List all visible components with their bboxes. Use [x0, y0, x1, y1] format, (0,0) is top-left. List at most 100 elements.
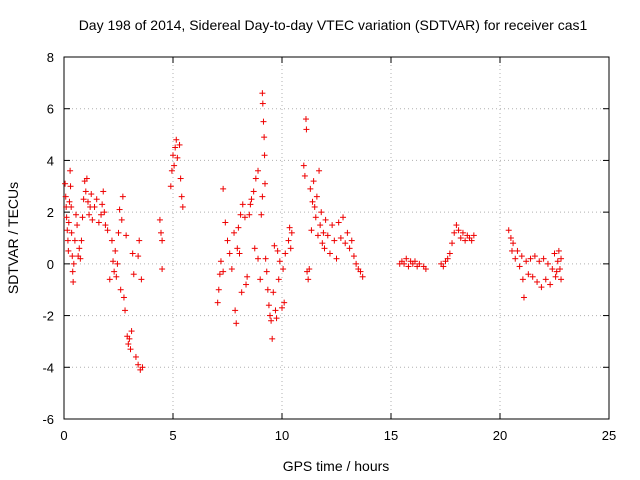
data-point — [558, 255, 565, 262]
data-point — [224, 237, 231, 244]
data-point — [259, 90, 266, 97]
data-point — [232, 307, 239, 314]
data-point — [69, 253, 76, 260]
data-point — [551, 250, 558, 257]
data-point — [79, 214, 86, 221]
data-point — [542, 276, 549, 283]
data-point — [171, 162, 178, 169]
data-point — [525, 271, 532, 278]
x-axis: 0 5 10 15 20 25 — [60, 57, 616, 443]
data-point — [111, 268, 118, 275]
data-point — [549, 266, 556, 273]
data-point — [106, 276, 113, 283]
data-point — [72, 211, 79, 218]
data-point — [267, 312, 274, 319]
data-point — [216, 271, 223, 278]
data-point — [174, 154, 181, 161]
data-point — [239, 201, 246, 208]
data-point — [244, 273, 251, 280]
data-point — [275, 276, 282, 283]
data-point — [405, 263, 412, 270]
data-point — [168, 167, 175, 174]
data-point — [127, 346, 134, 353]
data-point — [238, 289, 245, 296]
data-point — [359, 273, 366, 280]
data-point — [251, 245, 258, 252]
data-point — [112, 247, 119, 254]
data-point — [83, 175, 90, 182]
data-point — [505, 227, 512, 234]
data-point — [319, 240, 326, 247]
data-point — [172, 144, 179, 151]
data-point — [288, 229, 295, 236]
data-point — [77, 255, 84, 262]
data-point — [234, 245, 241, 252]
data-point — [248, 196, 255, 203]
data-point — [65, 219, 72, 226]
data-point — [534, 278, 541, 285]
data-point — [120, 294, 127, 301]
data-point — [285, 237, 292, 244]
data-point — [303, 126, 310, 133]
data-point — [179, 203, 186, 210]
data-point — [241, 214, 248, 221]
x-axis-label: GPS time / hours — [283, 458, 390, 474]
data-point — [306, 266, 313, 273]
y-tick-label: 4 — [47, 153, 54, 168]
data-point — [558, 276, 565, 283]
data-point — [300, 162, 307, 169]
y-axis: -6 -4 -2 0 2 4 6 8 — [42, 50, 609, 427]
data-point — [287, 245, 294, 252]
data-point — [220, 185, 227, 192]
data-point — [340, 214, 347, 221]
data-point — [126, 335, 133, 342]
data-point — [260, 118, 267, 125]
data-point — [64, 227, 71, 234]
data-point — [135, 253, 142, 260]
data-point — [177, 175, 184, 182]
data-point — [104, 227, 111, 234]
data-point — [468, 237, 475, 244]
data-point — [236, 250, 243, 257]
data-point — [271, 242, 278, 249]
data-point — [262, 255, 269, 262]
data-point — [226, 250, 233, 257]
data-point — [259, 100, 266, 107]
data-point — [527, 255, 534, 262]
y-tick-label: 0 — [47, 257, 54, 272]
x-tick-label: 20 — [493, 428, 507, 443]
data-point — [444, 255, 451, 262]
data-point — [449, 240, 456, 247]
data-point — [64, 237, 71, 244]
data-point — [329, 222, 336, 229]
data-point — [547, 281, 554, 288]
y-tick-label: -6 — [42, 412, 54, 427]
data-point — [268, 317, 275, 324]
data-point — [280, 266, 287, 273]
data-point — [269, 335, 276, 342]
data-point — [222, 219, 229, 226]
y-tick-label: -4 — [42, 360, 54, 375]
data-point — [261, 180, 268, 187]
data-point — [453, 222, 460, 229]
data-point — [536, 258, 543, 265]
data-point — [214, 299, 221, 306]
data-point — [401, 260, 408, 267]
data-point — [310, 178, 317, 185]
data-point — [88, 191, 95, 198]
data-point — [259, 193, 266, 200]
data-point — [307, 185, 314, 192]
data-point — [139, 364, 146, 371]
data-point — [331, 237, 338, 244]
data-point — [74, 222, 81, 229]
x-tick-label: 5 — [169, 428, 176, 443]
data-point — [520, 294, 527, 301]
data-point — [538, 284, 545, 291]
data-point — [89, 216, 96, 223]
data-point — [544, 260, 551, 267]
data-point — [255, 167, 262, 174]
data-point — [68, 203, 75, 210]
data-points — [62, 90, 565, 373]
data-point — [159, 266, 166, 273]
data-point — [324, 232, 331, 239]
